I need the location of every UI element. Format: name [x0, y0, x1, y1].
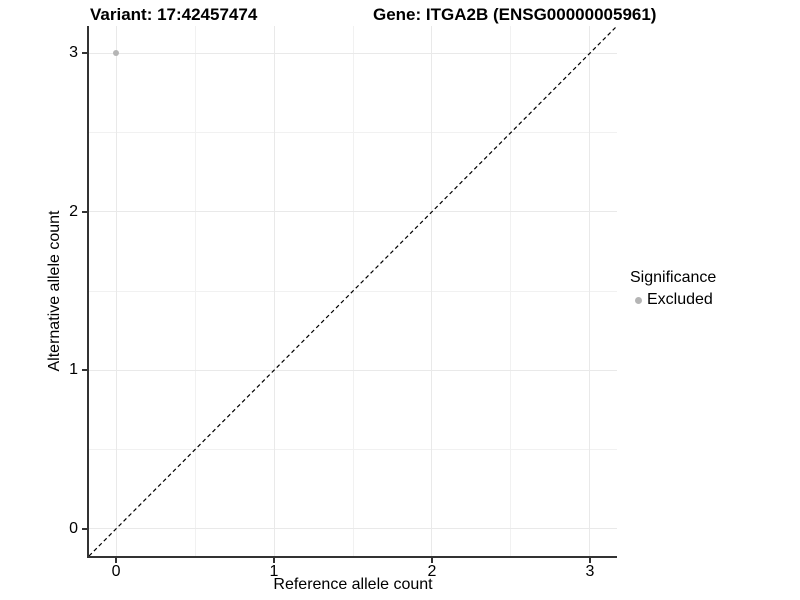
x-tick-mark [588, 558, 591, 563]
y-tick-label: 2 [69, 202, 78, 220]
legend-point-swatch-icon [635, 296, 642, 304]
y-major-gridline [89, 528, 617, 530]
x-axis-line [87, 556, 617, 558]
y-tick-label: 1 [69, 361, 78, 379]
x-major-gridline [431, 26, 433, 556]
y-minor-gridline [89, 131, 617, 133]
plot-title-variant: Variant: 17:42457474 [90, 5, 258, 24]
y-tick-label: 3 [69, 44, 78, 62]
plot-title-gene: Gene: ITGA2B (ENSG00000005961) [373, 5, 657, 24]
legend-title: Significance [630, 269, 717, 286]
x-major-gridline [273, 26, 275, 556]
x-tick-mark [273, 558, 275, 563]
x-tick-mark [115, 558, 118, 563]
plot-panel [88, 25, 618, 557]
x-tick-label: 0 [111, 563, 121, 580]
y-major-gridline [89, 369, 617, 371]
legend-entry-label: Excluded [647, 291, 713, 308]
y-axis-title: Alternative allele count [46, 210, 63, 372]
y-tick-mark [82, 52, 87, 55]
y-minor-gridline [89, 449, 617, 451]
y-major-gridline [89, 211, 617, 213]
x-tick-label: 3 [585, 563, 595, 580]
y-major-gridline [89, 52, 617, 54]
x-major-gridline [115, 26, 117, 556]
identity-dashed-line [88, 25, 618, 557]
y-axis-line [87, 26, 89, 558]
data-point [113, 50, 120, 57]
legend: Significance Excluded [630, 268, 716, 310]
y-tick-mark [82, 369, 87, 372]
y-tick-mark [82, 527, 87, 530]
y-tick-mark [82, 210, 87, 213]
x-axis-title: Reference allele count [273, 576, 433, 593]
legend-entry-excluded: Excluded [630, 290, 716, 310]
x-tick-label: 1 [269, 563, 279, 580]
x-tick-label: 2 [427, 563, 437, 580]
x-tick-mark [430, 558, 433, 563]
x-major-gridline [589, 26, 591, 556]
y-tick-label: 0 [69, 519, 78, 537]
